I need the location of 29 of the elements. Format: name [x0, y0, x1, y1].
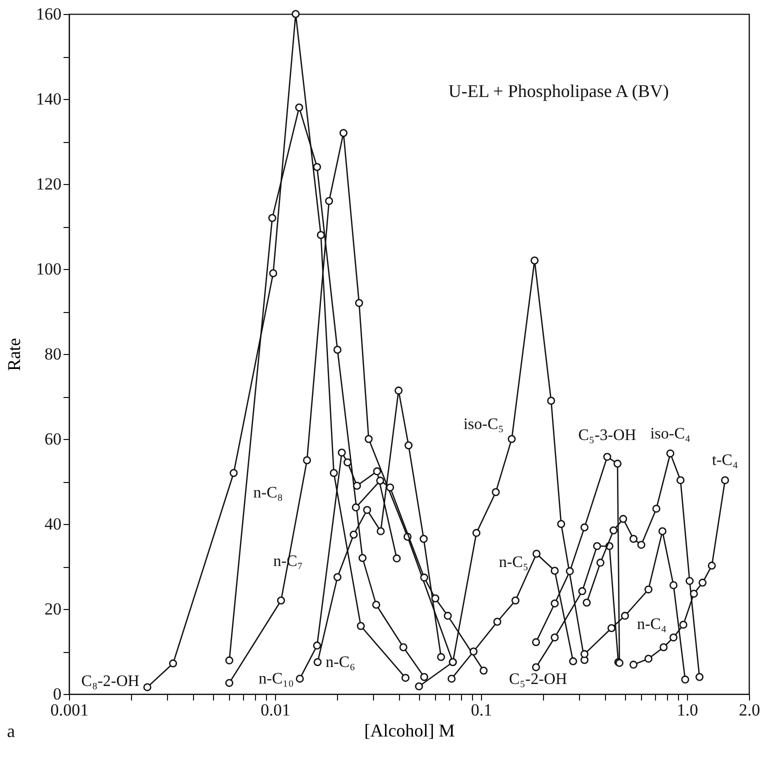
series-label: n-C₅	[498, 554, 529, 571]
y-axis-title: Rate	[4, 338, 24, 371]
x-tick-label: 1.0	[676, 700, 698, 720]
series-label: n-C₆	[326, 654, 356, 672]
y-tick-label: 20	[44, 600, 62, 618]
y-tick-label: 80	[44, 344, 62, 364]
y-tick-label: 100	[36, 260, 62, 278]
series-label: iso-C₄	[650, 425, 691, 442]
text: a	[7, 721, 15, 741]
x-tick-label: 2.0	[738, 700, 760, 720]
series-label: C₅-2-OH	[509, 671, 568, 688]
series-label: t-C₄	[712, 452, 738, 470]
series-label: iso-C₅	[463, 416, 504, 433]
x-tick-label: 0.001	[50, 700, 89, 720]
y-tick-label: 60	[44, 430, 62, 448]
series-label: n-C₄	[636, 616, 667, 633]
x-tick-label: 0.1	[470, 700, 492, 720]
x-axis-title: [Alcohol] M	[364, 720, 455, 740]
y-tick-label: 0	[53, 684, 62, 704]
series-label: n-C₈	[253, 484, 283, 502]
text: U-EL + Phospholipase A (BV)	[448, 81, 669, 102]
y-tick-label: 120	[36, 174, 62, 194]
series-label: C₅-3-OH	[578, 426, 637, 444]
y-tick-label: 40	[44, 514, 62, 534]
series-label: C₈-2-OH	[81, 673, 140, 690]
y-tick-label: 140	[36, 90, 62, 108]
x-tick-label: 0.01	[260, 700, 290, 720]
series-label: n-C₁₀	[258, 670, 294, 688]
y-tick-label: 160	[36, 4, 62, 24]
